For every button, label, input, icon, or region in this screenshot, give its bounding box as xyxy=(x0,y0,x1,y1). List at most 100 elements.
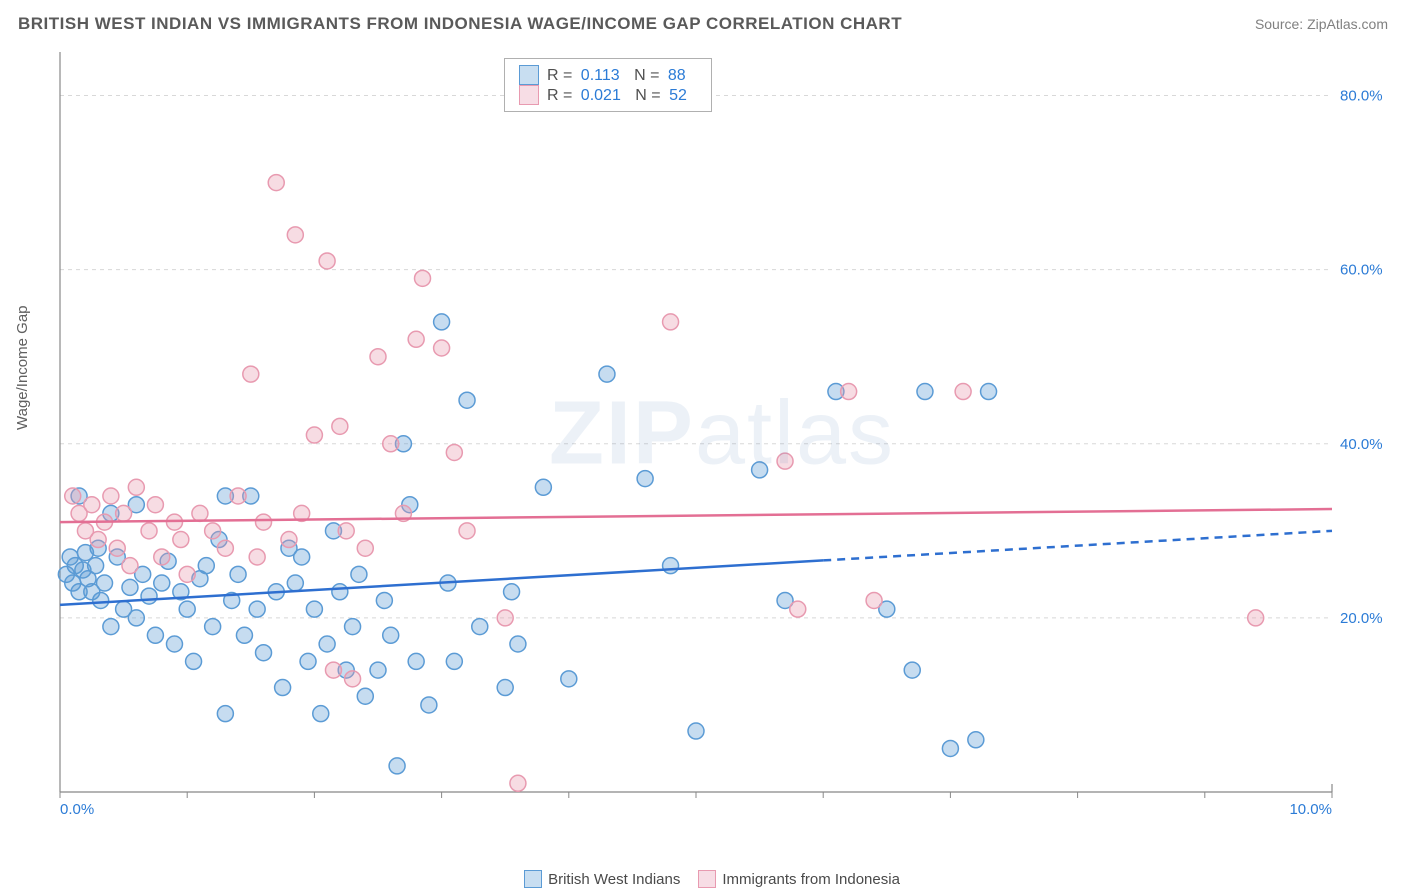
source-label: Source: ZipAtlas.com xyxy=(1255,16,1388,32)
data-point xyxy=(147,627,163,643)
data-point xyxy=(434,314,450,330)
data-point xyxy=(663,314,679,330)
data-point xyxy=(256,514,272,530)
data-point xyxy=(497,610,513,626)
data-point xyxy=(370,349,386,365)
data-point xyxy=(65,488,81,504)
data-point xyxy=(383,627,399,643)
legend-swatch xyxy=(524,870,542,888)
r-label: R = xyxy=(547,67,577,84)
data-point xyxy=(103,488,119,504)
r-value: 0.113 xyxy=(581,67,620,84)
data-point xyxy=(319,253,335,269)
data-point xyxy=(841,384,857,400)
data-point xyxy=(504,584,520,600)
chart-area: 20.0%40.0%60.0%80.0%0.0%10.0% ZIPatlas R… xyxy=(54,44,1390,824)
data-point xyxy=(1248,610,1264,626)
data-point xyxy=(434,340,450,356)
data-point xyxy=(243,366,259,382)
data-point xyxy=(249,601,265,617)
data-point xyxy=(90,532,106,548)
data-point xyxy=(338,523,354,539)
data-point xyxy=(561,671,577,687)
stats-row: R = 0.021 N = 52 xyxy=(519,85,697,105)
x-tick-label: 10.0% xyxy=(1289,801,1332,818)
data-point xyxy=(141,523,157,539)
data-point xyxy=(93,592,109,608)
legend-swatch xyxy=(698,870,716,888)
data-point xyxy=(186,653,202,669)
data-point xyxy=(154,575,170,591)
data-point xyxy=(109,540,125,556)
data-point xyxy=(128,610,144,626)
data-point xyxy=(421,697,437,713)
data-point xyxy=(370,662,386,678)
data-point xyxy=(294,549,310,565)
data-point xyxy=(128,479,144,495)
data-point xyxy=(205,523,221,539)
data-point xyxy=(306,427,322,443)
data-point xyxy=(230,566,246,582)
data-point xyxy=(122,558,138,574)
y-tick-label: 20.0% xyxy=(1340,610,1383,627)
data-point xyxy=(688,723,704,739)
data-point xyxy=(88,558,104,574)
n-value: 52 xyxy=(669,87,687,104)
data-point xyxy=(141,588,157,604)
data-point xyxy=(351,566,367,582)
data-point xyxy=(790,601,806,617)
data-point xyxy=(345,671,361,687)
data-point xyxy=(122,579,138,595)
data-point xyxy=(192,505,208,521)
data-point xyxy=(300,653,316,669)
n-label: N = xyxy=(631,87,665,104)
data-point xyxy=(287,575,303,591)
data-point xyxy=(446,444,462,460)
data-point xyxy=(446,653,462,669)
scatter-chart: 20.0%40.0%60.0%80.0%0.0%10.0% xyxy=(54,44,1390,824)
data-point xyxy=(459,523,475,539)
data-point xyxy=(205,619,221,635)
data-point xyxy=(236,627,252,643)
data-point xyxy=(510,636,526,652)
data-point xyxy=(497,680,513,696)
data-point xyxy=(942,740,958,756)
data-point xyxy=(408,653,424,669)
r-label: R = xyxy=(547,87,577,104)
data-point xyxy=(313,706,329,722)
data-point xyxy=(179,601,195,617)
data-point xyxy=(84,497,100,513)
data-point xyxy=(535,479,551,495)
data-point xyxy=(179,566,195,582)
data-point xyxy=(268,175,284,191)
data-point xyxy=(103,619,119,635)
series-swatch xyxy=(519,65,539,85)
trend-line-extrapolated xyxy=(823,531,1332,561)
legend-label: Immigrants from Indonesia xyxy=(722,871,900,888)
data-point xyxy=(332,584,348,600)
data-point xyxy=(663,558,679,574)
data-point xyxy=(198,558,214,574)
data-point xyxy=(256,645,272,661)
data-point xyxy=(637,471,653,487)
y-tick-label: 80.0% xyxy=(1340,88,1383,105)
data-point xyxy=(866,592,882,608)
data-point xyxy=(275,680,291,696)
data-point xyxy=(325,662,341,678)
y-tick-label: 40.0% xyxy=(1340,436,1383,453)
data-point xyxy=(97,575,113,591)
data-point xyxy=(752,462,768,478)
data-point xyxy=(217,540,233,556)
stats-box: R = 0.113 N = 88R = 0.021 N = 52 xyxy=(504,58,712,112)
data-point xyxy=(287,227,303,243)
n-label: N = xyxy=(630,67,664,84)
data-point xyxy=(777,453,793,469)
data-point xyxy=(230,488,246,504)
data-point xyxy=(383,436,399,452)
y-tick-label: 60.0% xyxy=(1340,262,1383,279)
data-point xyxy=(955,384,971,400)
y-axis-label: Wage/Income Gap xyxy=(14,305,31,430)
data-point xyxy=(968,732,984,748)
series-swatch xyxy=(519,85,539,105)
data-point xyxy=(357,540,373,556)
